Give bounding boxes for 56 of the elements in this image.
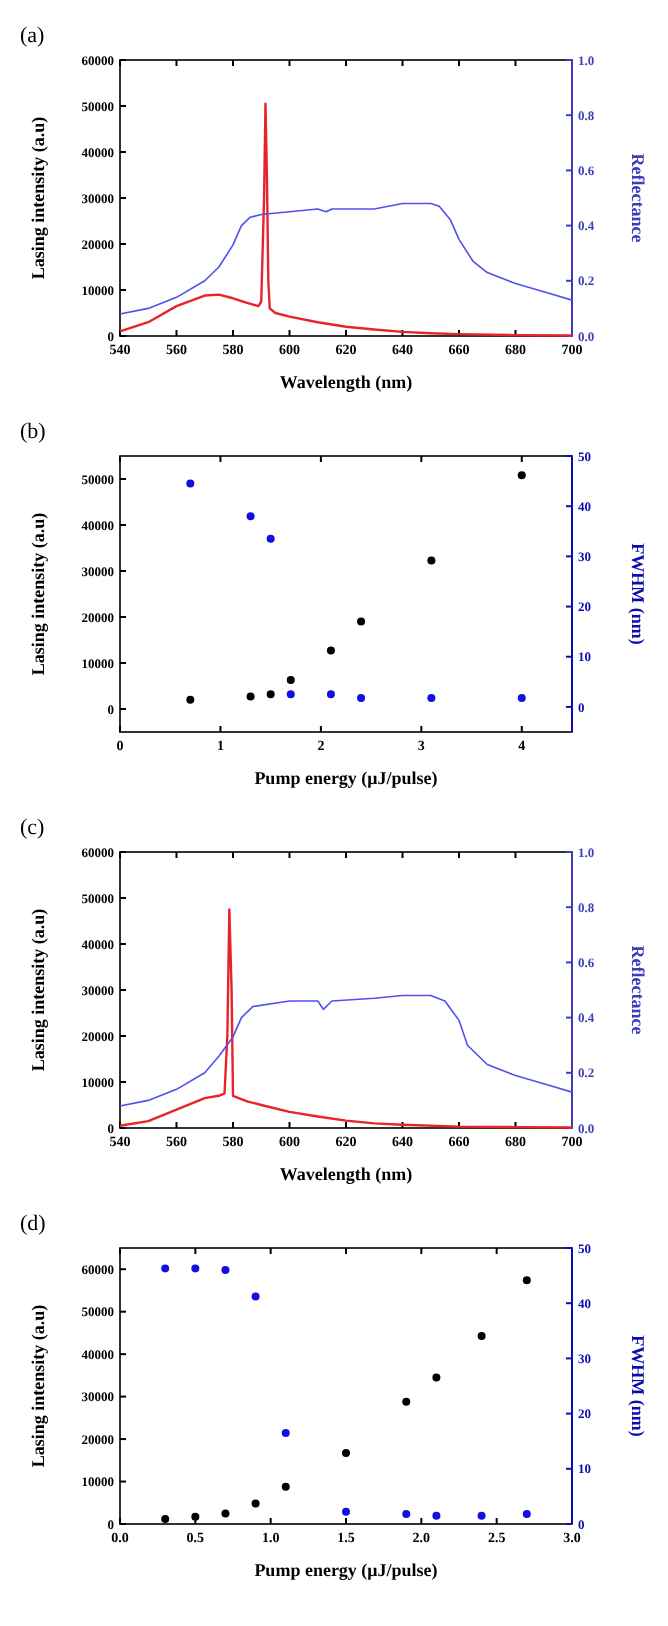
point — [517, 471, 526, 480]
point — [266, 534, 275, 543]
x-axis-title: Wavelength (nm) — [279, 372, 413, 392]
point — [342, 1449, 350, 1458]
point — [186, 695, 195, 704]
point — [326, 646, 335, 655]
chart-title: (a) — [20, 24, 46, 48]
point — [522, 1276, 531, 1285]
point — [326, 690, 335, 699]
point — [286, 676, 295, 685]
line-series — [118, 908, 574, 1129]
point — [342, 1507, 350, 1516]
point — [191, 1264, 200, 1273]
y-axis-title: Lasing intensity (a.u) — [28, 116, 48, 280]
point — [281, 1428, 290, 1437]
point — [191, 1512, 200, 1521]
point — [432, 1373, 441, 1382]
point — [357, 617, 366, 626]
point — [286, 690, 295, 699]
point — [246, 692, 255, 701]
point — [477, 1331, 486, 1340]
y-axis-title: Lasing intensity (a.u) — [28, 908, 48, 1072]
point — [221, 1266, 230, 1275]
point — [251, 1499, 260, 1508]
point — [402, 1510, 411, 1519]
point — [246, 512, 255, 521]
chart-title: (c) — [20, 816, 46, 840]
point — [221, 1509, 230, 1518]
y2-axis-title: Reflectance — [628, 153, 648, 243]
point — [477, 1511, 486, 1520]
y2-axis-title: FWHM (nm) — [628, 543, 648, 645]
point — [281, 1482, 290, 1491]
x-axis-title: Wavelength (nm) — [279, 1164, 413, 1184]
point — [357, 693, 366, 702]
y2-axis-title: FWHM (nm) — [628, 1335, 648, 1437]
point — [517, 693, 526, 702]
point — [161, 1514, 170, 1523]
line-series — [119, 202, 573, 315]
x-axis-title: Pump energy (μJ/pulse) — [254, 1560, 438, 1580]
point — [186, 479, 195, 488]
point — [427, 693, 436, 702]
point — [427, 556, 436, 565]
point — [266, 690, 275, 699]
line-series — [118, 102, 574, 337]
line-series — [119, 994, 573, 1107]
point — [251, 1292, 260, 1301]
y2-axis-title: Reflectance — [628, 945, 648, 1035]
chart-title: (d) — [20, 1212, 47, 1236]
x-axis-title: Pump energy (μJ/pulse) — [254, 768, 438, 788]
chart-title: (b) — [20, 420, 47, 444]
y-axis-title: Lasing intensity (a.u) — [28, 1304, 48, 1468]
point — [522, 1510, 531, 1519]
point — [432, 1511, 441, 1520]
point — [402, 1397, 411, 1406]
point — [161, 1264, 170, 1273]
y-axis-title: Lasing intensity (a.u) — [28, 512, 48, 676]
